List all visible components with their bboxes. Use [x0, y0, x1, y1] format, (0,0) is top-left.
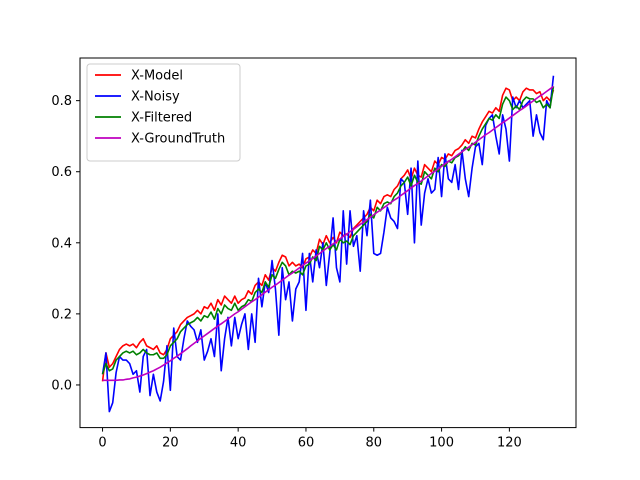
series-layer: [101, 75, 555, 413]
x-axis: 0 20 40 60 80 100 120: [98, 427, 522, 451]
legend-label-x-noisy: X-Noisy: [131, 90, 180, 105]
y-tick-label: 0.6: [51, 165, 72, 180]
x-tick-label: 0: [98, 436, 106, 451]
x-tick-label: 80: [365, 436, 382, 451]
series-line-x-filtered: [101, 86, 555, 375]
y-tick-label: 0.4: [51, 236, 72, 251]
series-line-x-model: [101, 87, 555, 382]
legend-label-x-groundtruth: X-GroundTruth: [131, 132, 225, 147]
x-tick-label: 20: [162, 436, 179, 451]
x-tick-label: 100: [429, 436, 454, 451]
series-line-x-noisy: [101, 75, 555, 413]
series-line-x-groundtruth: [102, 85, 554, 382]
x-tick-label: 40: [230, 436, 247, 451]
y-tick-label: 0.8: [51, 94, 72, 109]
y-axis: 0.0 0.2 0.4 0.6 0.8: [51, 94, 80, 393]
y-tick-label: 0.2: [51, 307, 72, 322]
legend-label-x-filtered: X-Filtered: [131, 111, 192, 126]
legend-label-x-model: X-Model: [131, 69, 183, 84]
legend: X-Model X-Noisy X-Filtered X-GroundTruth: [86, 63, 241, 162]
legend-box: [86, 63, 241, 162]
y-tick-label: 0.0: [51, 378, 72, 393]
x-tick-label: 120: [497, 436, 522, 451]
x-tick-label: 60: [298, 436, 315, 451]
